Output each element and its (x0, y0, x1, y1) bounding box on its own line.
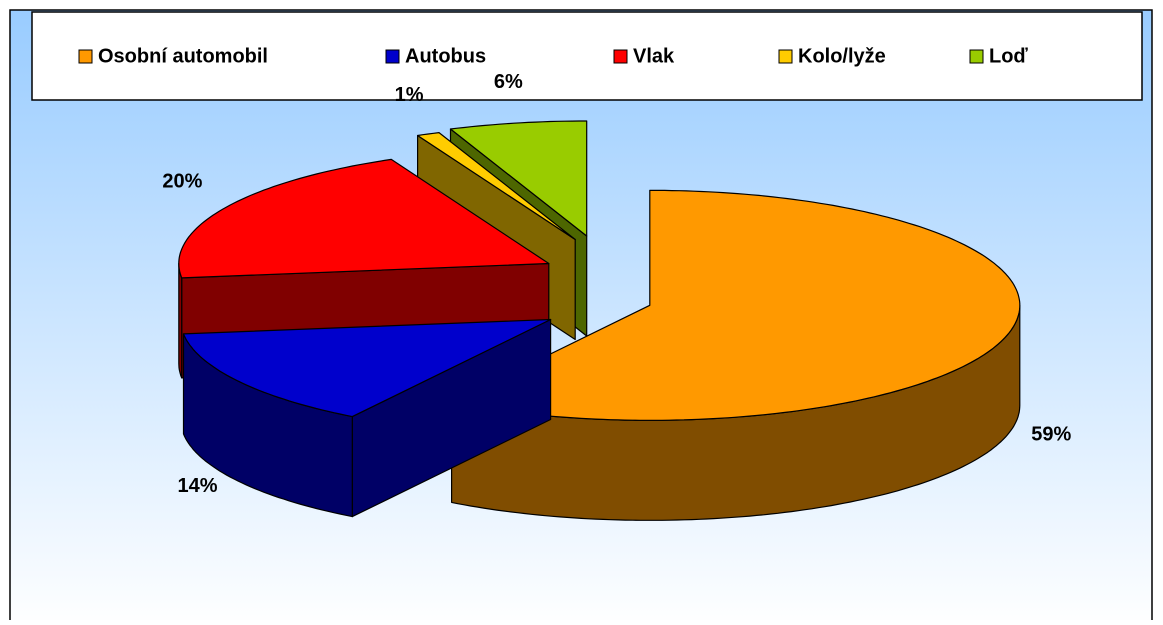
data-label: 20% (162, 171, 202, 193)
legend-label: Osobní automobil (98, 45, 268, 67)
legend-box (31, 11, 1143, 101)
legend-label: Loď (989, 45, 1028, 67)
legend-label: Kolo/lyže (798, 45, 886, 67)
legend-label: Vlak (633, 45, 675, 67)
data-label: 1% (395, 84, 424, 106)
slice (417, 132, 576, 241)
slice (451, 189, 1021, 421)
slice (449, 120, 588, 237)
legend-swatch (385, 49, 400, 64)
legend-swatch (969, 49, 984, 64)
legend-swatch (613, 49, 628, 64)
legend-swatch (78, 49, 93, 64)
data-label: 59% (1031, 424, 1071, 446)
legend-label: Autobus (405, 45, 486, 67)
data-label: 6% (494, 71, 523, 93)
data-label: 14% (178, 475, 218, 497)
slice (178, 158, 550, 279)
legend-swatch (778, 49, 793, 64)
slice-rim (178, 262, 183, 379)
slice (182, 318, 552, 418)
